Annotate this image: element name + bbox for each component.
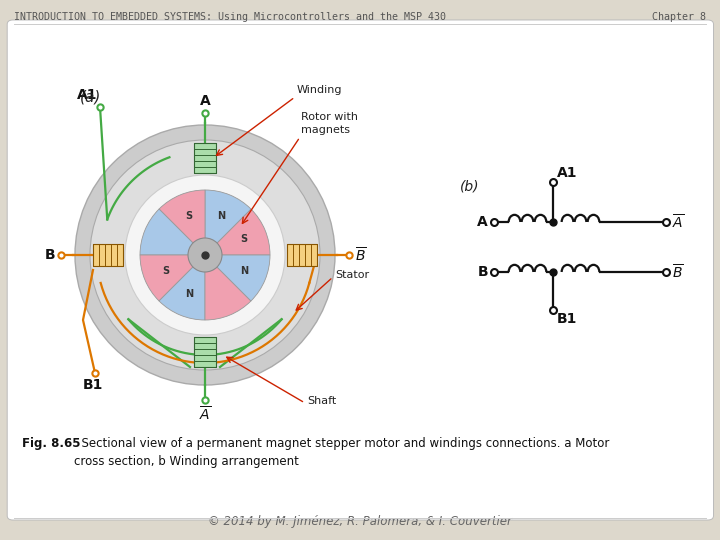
- Text: Chapter 8: Chapter 8: [652, 12, 706, 22]
- Bar: [194, 337, 216, 367]
- Wedge shape: [205, 255, 270, 301]
- Text: A: A: [477, 215, 488, 229]
- Text: B1: B1: [557, 312, 577, 326]
- Wedge shape: [159, 190, 205, 255]
- Text: A1: A1: [76, 88, 97, 102]
- Text: N: N: [217, 211, 225, 221]
- Circle shape: [125, 175, 285, 335]
- Text: © 2014 by M. Jiménez, R. Palomera, & I. Couvertier: © 2014 by M. Jiménez, R. Palomera, & I. …: [208, 515, 512, 528]
- Text: Rotor with
magnets: Rotor with magnets: [301, 112, 358, 135]
- Text: $\overline{B}$: $\overline{B}$: [672, 263, 683, 281]
- Text: B: B: [477, 265, 488, 279]
- Bar: [194, 143, 216, 173]
- Circle shape: [75, 125, 335, 385]
- Text: Fig. 8.65: Fig. 8.65: [22, 437, 81, 450]
- Text: $\overline{A}$: $\overline{A}$: [199, 405, 211, 423]
- Text: $\overline{B}$: $\overline{B}$: [355, 246, 366, 264]
- Wedge shape: [205, 190, 251, 255]
- Text: B1: B1: [83, 378, 103, 392]
- Text: (b): (b): [460, 180, 480, 194]
- Text: B: B: [45, 248, 55, 262]
- Text: A: A: [199, 94, 210, 108]
- Text: S: S: [240, 234, 248, 244]
- Text: S: S: [185, 211, 192, 221]
- Circle shape: [90, 140, 320, 370]
- Text: Sectional view of a permanent magnet stepper motor and windings connections. a M: Sectional view of a permanent magnet ste…: [74, 437, 609, 468]
- Text: Shaft: Shaft: [307, 396, 336, 406]
- Wedge shape: [205, 209, 270, 255]
- Text: $\overline{A}$: $\overline{A}$: [672, 213, 684, 231]
- Text: INTRODUCTION TO EMBEDDED SYSTEMS: Using Microcontrollers and the MSP 430: INTRODUCTION TO EMBEDDED SYSTEMS: Using …: [14, 12, 446, 22]
- Wedge shape: [140, 255, 205, 301]
- Wedge shape: [159, 255, 205, 320]
- Text: N: N: [240, 266, 248, 276]
- Text: Winding: Winding: [297, 85, 343, 95]
- Bar: [287, 244, 317, 266]
- Wedge shape: [205, 255, 251, 320]
- Bar: [93, 244, 123, 266]
- Text: Stator: Stator: [335, 270, 369, 280]
- Text: A1: A1: [557, 166, 577, 180]
- Text: (a): (a): [80, 90, 102, 105]
- Circle shape: [188, 238, 222, 272]
- Text: N: N: [185, 289, 193, 299]
- Text: S: S: [163, 266, 170, 276]
- Wedge shape: [140, 209, 205, 255]
